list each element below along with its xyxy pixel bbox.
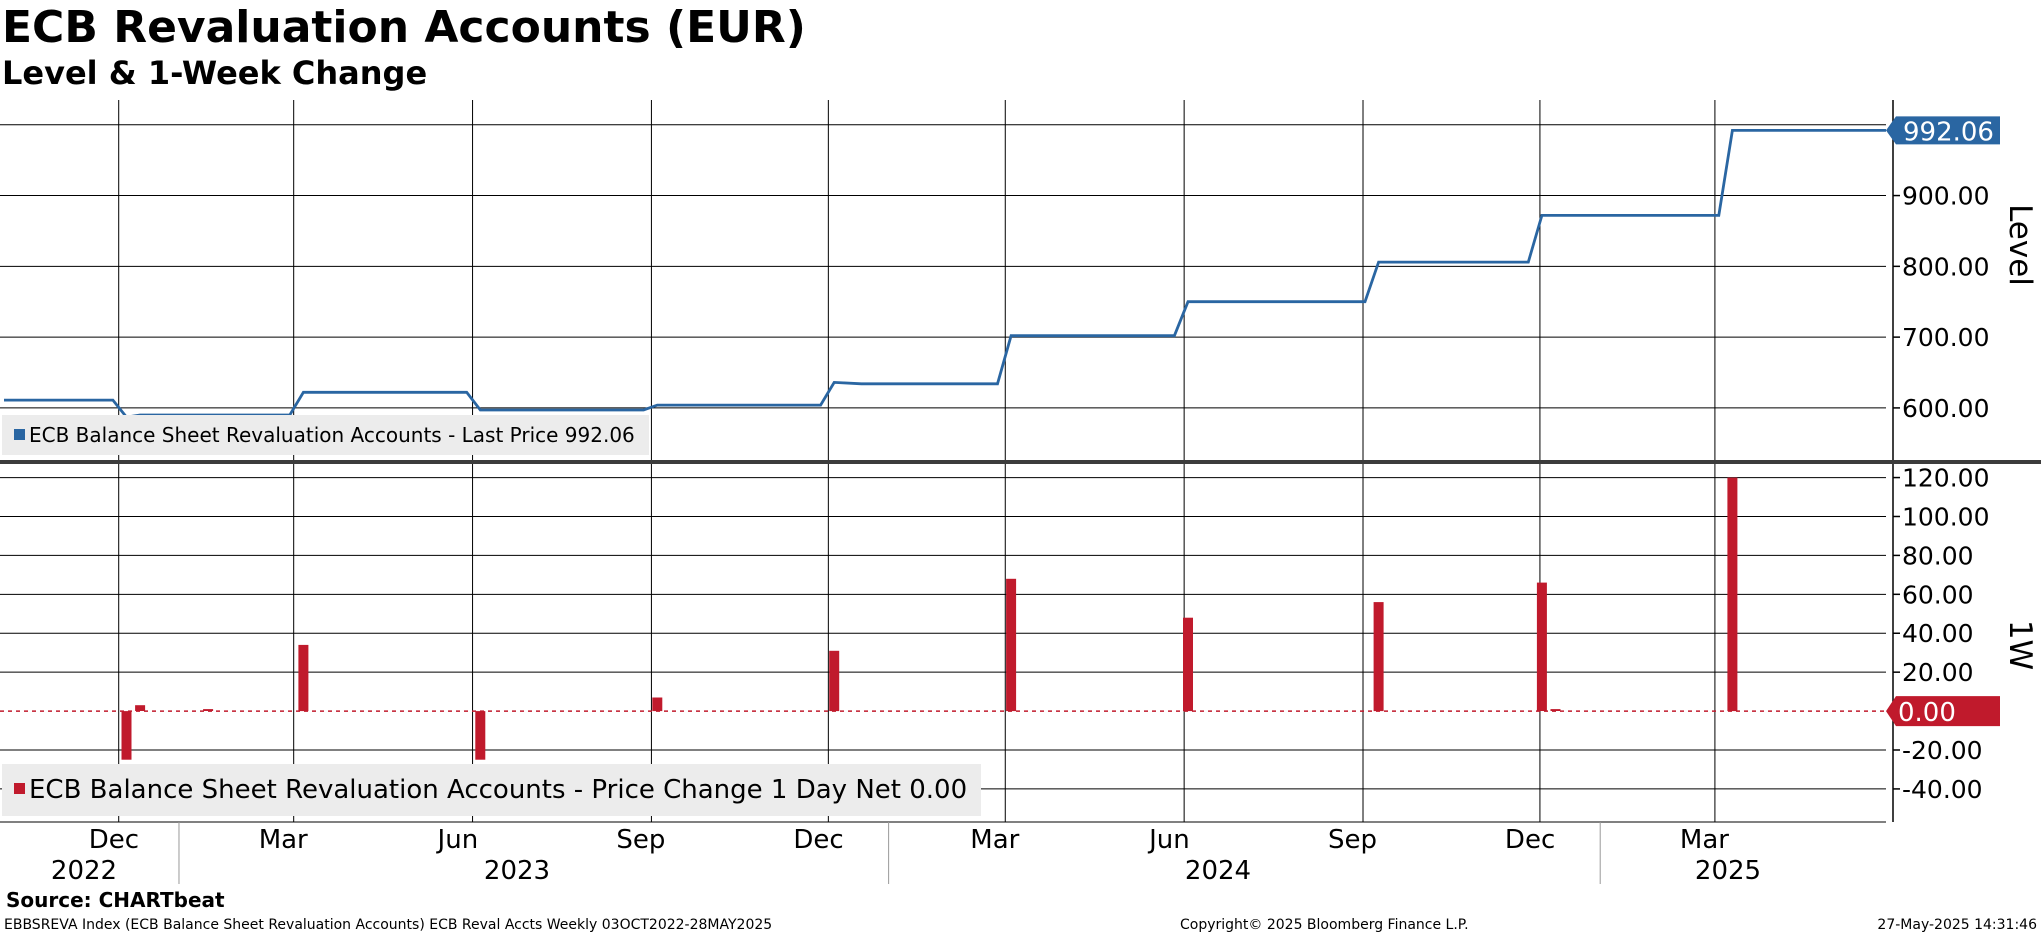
x-tick-label: Mar <box>1680 825 1729 855</box>
year-label: 2022 <box>51 856 117 886</box>
footer-timestamp: 27-May-2025 14:31:46 <box>1877 917 2037 933</box>
year-label: 2024 <box>1185 856 1251 886</box>
level-legend: ECB Balance Sheet Revaluation Accounts -… <box>2 415 649 455</box>
axis-layer: 600.00 700.00 800.00 900.00 120.00 100.00 80.0… <box>0 100 2038 886</box>
x-tick-label: Dec <box>793 825 843 855</box>
level-tick-label: 800.00 <box>1902 252 1989 281</box>
change-bar <box>298 644 309 712</box>
level-tick-label: 700.00 <box>1902 323 1989 352</box>
footer-copyright: Copyright© 2025 Bloomberg Finance L.P. <box>1180 917 1469 933</box>
change-bar <box>135 705 146 711</box>
change-bar <box>203 709 214 711</box>
change-legend-swatch <box>14 783 25 794</box>
x-tick-label: Jun <box>436 825 479 855</box>
change-legend: ECB Balance Sheet Revaluation Accounts -… <box>2 764 982 816</box>
panel-separator <box>0 460 2041 464</box>
footer-ticker-info: EBBSREVA Index (ECB Balance Sheet Revalu… <box>4 917 773 933</box>
change-tick-label: 120.00 <box>1902 464 1989 493</box>
change-bar <box>1373 602 1384 712</box>
chart-title: ECB Revaluation Accounts (EUR) <box>2 2 806 53</box>
change-bar <box>1183 617 1193 712</box>
change-bar <box>829 650 840 712</box>
x-tick-label: Mar <box>970 825 1019 855</box>
level-tick-label: 900.00 <box>1902 182 1989 211</box>
change-bar <box>1727 477 1738 712</box>
change-axis-title: 1W <box>2002 620 2038 670</box>
change-tick-label: 80.00 <box>1902 541 1974 570</box>
chart-subtitle: Level & 1-Week Change <box>2 54 428 92</box>
year-label: 2023 <box>484 856 550 886</box>
x-tick-label: Dec <box>89 825 139 855</box>
change-last-value-tag <box>1886 696 2000 727</box>
level-series-line <box>4 128 1886 419</box>
level-axis-title: Level <box>2002 204 2038 286</box>
level-last-value-tag <box>1886 116 2000 145</box>
change-bar <box>1550 709 1561 711</box>
change-tick-label: 20.00 <box>1902 658 1974 687</box>
x-tick-label: Sep <box>1328 825 1377 855</box>
change-legend-label: ECB Balance Sheet Revaluation Accounts -… <box>29 775 968 805</box>
level-legend-swatch <box>14 429 25 440</box>
change-tick-label: -20.00 <box>1902 736 1983 765</box>
x-tick-label: Sep <box>616 825 665 855</box>
x-tick-label: Dec <box>1505 825 1555 855</box>
change-last-value-label: 0.00 <box>1898 698 1956 728</box>
source-note: Source: CHARTbeat <box>6 888 225 912</box>
change-bar <box>1006 578 1017 712</box>
change-tick-label: 100.00 <box>1902 502 1989 531</box>
level-tick-label: 600.00 <box>1902 394 1989 423</box>
change-tick-label: 40.00 <box>1902 619 1974 648</box>
change-bar <box>475 711 486 760</box>
level-legend-label: ECB Balance Sheet Revaluation Accounts -… <box>29 423 635 447</box>
change-tick-label: -40.00 <box>1902 775 1983 804</box>
grid-layer <box>0 100 2041 822</box>
change-bar <box>121 711 132 760</box>
level-last-value-label: 992.06 <box>1903 117 1994 147</box>
change-bar <box>1536 582 1547 711</box>
x-tick-label: Jun <box>1147 825 1190 855</box>
x-tick-label: Mar <box>259 825 308 855</box>
change-bar <box>652 697 663 712</box>
year-label: 2025 <box>1695 856 1761 886</box>
change-tick-label: 60.00 <box>1902 580 1974 609</box>
